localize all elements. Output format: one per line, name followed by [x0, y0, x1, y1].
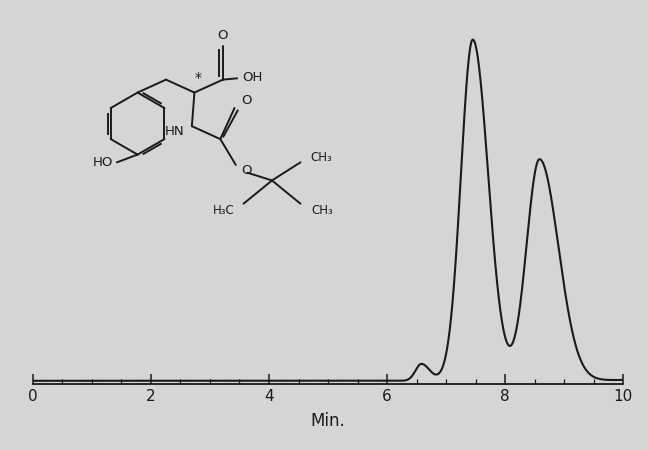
X-axis label: Min.: Min.	[310, 413, 345, 431]
